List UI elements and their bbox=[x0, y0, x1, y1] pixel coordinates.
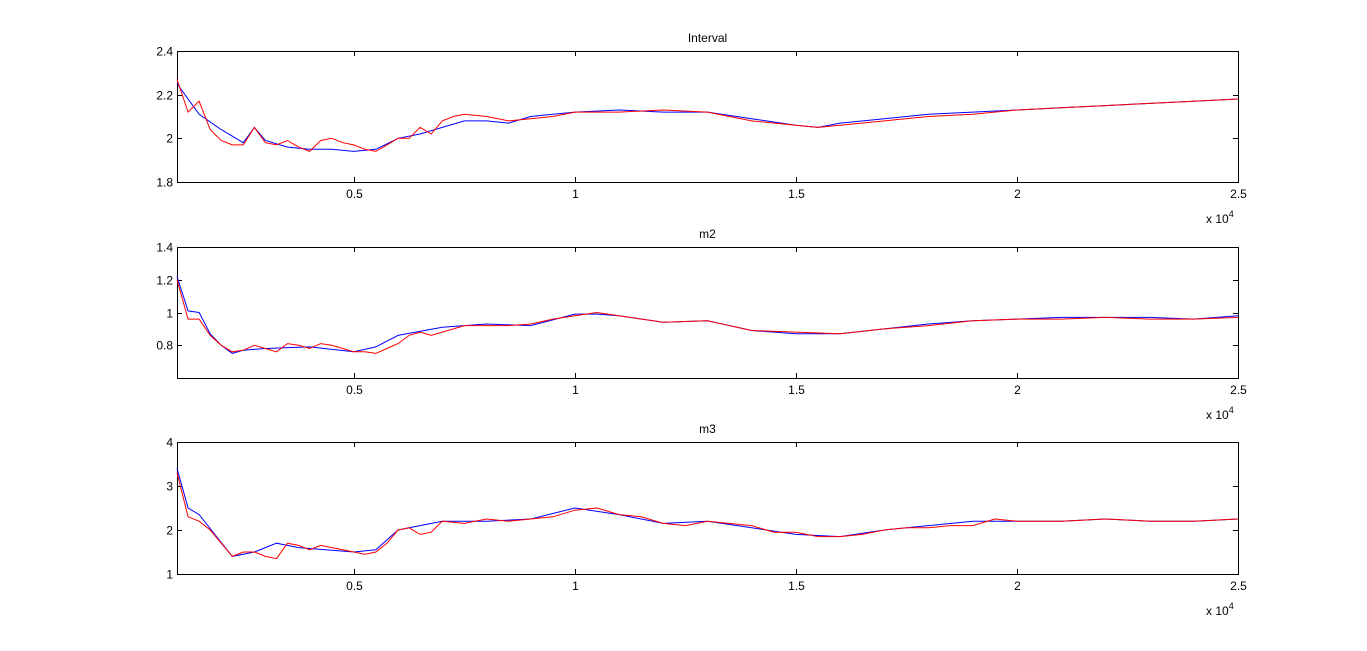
x-tick-label: 2.5 bbox=[1230, 383, 1247, 397]
x-exponent-label: x 104 bbox=[1206, 405, 1234, 422]
x-tick-label: 2.5 bbox=[1230, 579, 1247, 593]
x-tick-label: 0.5 bbox=[346, 383, 363, 397]
x-exponent-base: x 10 bbox=[1206, 408, 1229, 422]
x-tick-label: 1 bbox=[572, 187, 579, 201]
series-line-blue bbox=[176, 83, 1239, 152]
x-tick-label: 2.5 bbox=[1230, 187, 1247, 201]
y-tick-label: 1 bbox=[166, 307, 173, 321]
x-exponent-base: x 10 bbox=[1206, 604, 1229, 618]
y-tick-label: 1.2 bbox=[156, 274, 173, 288]
x-tick-label: 1 bbox=[572, 579, 579, 593]
x-tick-label: 2 bbox=[1014, 187, 1021, 201]
x-tick-label: 1.5 bbox=[788, 579, 805, 593]
y-tick-label: 1.4 bbox=[156, 241, 173, 255]
series-line-red bbox=[176, 279, 1239, 354]
x-tick-label: 0.5 bbox=[346, 579, 363, 593]
chart-title: m3 bbox=[699, 422, 716, 436]
chart-title: m2 bbox=[699, 227, 716, 241]
series-line-red bbox=[176, 472, 1239, 560]
x-tick-label: 2 bbox=[1014, 579, 1021, 593]
axes-box bbox=[177, 442, 1239, 575]
subplot-2: m20.811.21.40.5 1 1.5 2 2.5x 104 bbox=[156, 227, 1247, 422]
x-tick-label: 1.5 bbox=[788, 187, 805, 201]
y-tick-label: 1 bbox=[166, 568, 173, 582]
x-tick-label: 2 bbox=[1014, 383, 1021, 397]
series-line-red bbox=[176, 79, 1239, 152]
y-tick-label: 2.2 bbox=[156, 89, 173, 103]
axes-box bbox=[177, 51, 1239, 183]
chart-title: Interval bbox=[688, 31, 727, 45]
y-tick-label: 2.4 bbox=[156, 45, 173, 59]
x-exponent-power: 4 bbox=[1229, 209, 1234, 219]
x-exponent-label: x 104 bbox=[1206, 209, 1234, 226]
x-exponent-label: x 104 bbox=[1206, 601, 1234, 618]
y-tick-label: 3 bbox=[166, 480, 173, 494]
x-tick-label: 1 bbox=[572, 383, 579, 397]
x-exponent-base: x 10 bbox=[1206, 212, 1229, 226]
x-exponent-power: 4 bbox=[1229, 405, 1234, 415]
y-tick-label: 1.8 bbox=[156, 176, 173, 190]
x-tick-label: 1.5 bbox=[788, 383, 805, 397]
y-tick-label: 2 bbox=[166, 132, 173, 146]
axes-box bbox=[177, 247, 1239, 379]
y-tick-label: 0.8 bbox=[156, 339, 173, 353]
x-tick-label: 0.5 bbox=[346, 187, 363, 201]
y-tick-label: 4 bbox=[166, 436, 173, 450]
y-tick-label: 2 bbox=[166, 524, 173, 538]
x-exponent-power: 4 bbox=[1229, 601, 1234, 611]
